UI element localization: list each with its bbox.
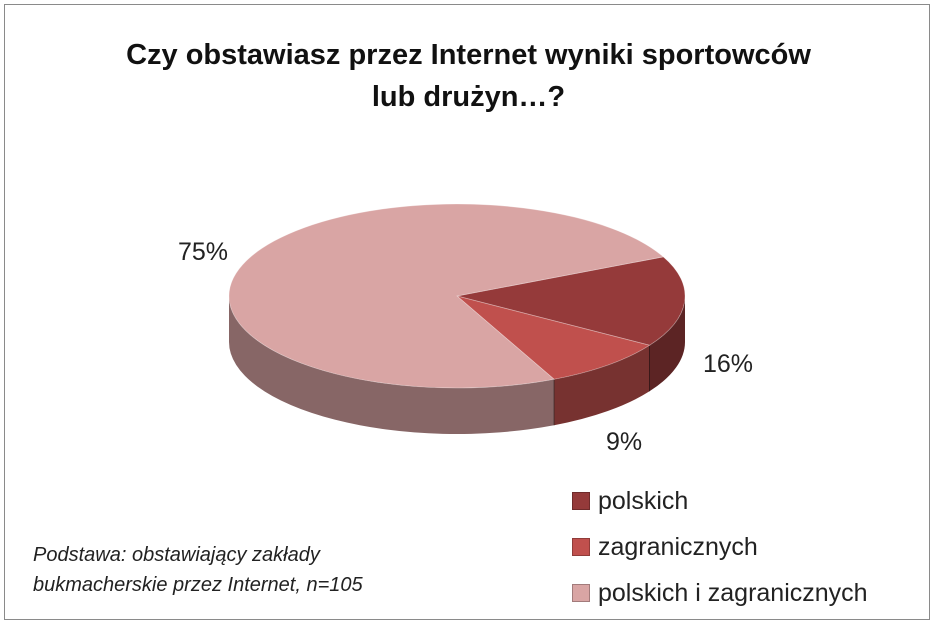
pie-side-polskich-i-zagranicznych — [229, 296, 555, 434]
legend-item-polskich: polskich — [572, 478, 868, 524]
legend-label-polskich-i-zagranicznych: polskich i zagranicznych — [598, 578, 868, 607]
data-label-zagranicznych: 9% — [606, 428, 643, 456]
pie-slice-polskich-i-zagranicznych — [228, 203, 665, 389]
sample-note-line-1: Podstawa: obstawiający zakłady — [33, 544, 320, 566]
legend-swatch-polskich-i-zagranicznych — [572, 584, 590, 602]
legend-item-polskich-i-zagranicznych: polskich i zagranicznych — [572, 570, 868, 616]
pie-side-walls — [229, 296, 685, 434]
pie-side-zagranicznych — [554, 345, 650, 426]
legend-swatch-zagranicznych — [572, 538, 590, 556]
data-label-polskich-i-zagranicznych: 75% — [178, 238, 229, 266]
pie-slice-polskich — [456, 256, 686, 346]
pie-side-polskich — [649, 296, 685, 392]
legend: polskich zagranicznych polskich i zagran… — [572, 478, 868, 616]
legend-label-polskich: polskich — [598, 486, 689, 515]
data-label-polskich: 16% — [703, 350, 754, 378]
legend-item-zagranicznych: zagranicznych — [572, 524, 868, 570]
chart-title-line-2: lub drużyn…? — [371, 81, 566, 113]
sample-note: Podstawa: obstawiający zakłady bukmacher… — [33, 540, 363, 600]
chart-title-line-1: Czy obstawiasz przez Internet wyniki spo… — [126, 39, 811, 71]
chart-title: Czy obstawiasz przez Internet wyniki spo… — [0, 34, 937, 118]
pie-slice-zagranicznych — [456, 295, 651, 380]
legend-swatch-polskich — [572, 492, 590, 510]
legend-label-zagranicznych: zagranicznych — [598, 532, 758, 561]
sample-note-line-2: bukmacherskie przez Internet, n=105 — [33, 574, 363, 596]
